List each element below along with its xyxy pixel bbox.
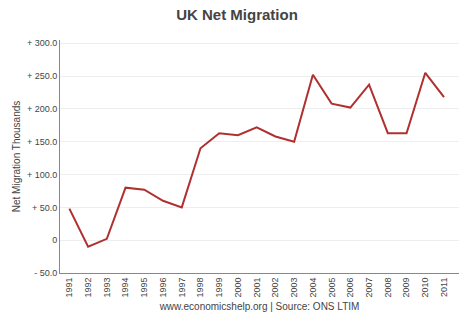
svg-text:- 50.0: - 50.0	[34, 268, 57, 278]
svg-text:2003: 2003	[289, 278, 299, 298]
svg-text:+ 150.0: + 150.0	[27, 137, 57, 147]
svg-text:1994: 1994	[120, 278, 130, 298]
svg-text:2005: 2005	[327, 278, 337, 298]
svg-text:2008: 2008	[383, 278, 393, 298]
svg-text:+ 100.0: + 100.0	[27, 170, 57, 180]
svg-text:2006: 2006	[345, 278, 355, 298]
svg-text:0: 0	[52, 235, 57, 245]
svg-text:www.economicshelp.org | Source: www.economicshelp.org | Source: ONS LTIM	[159, 301, 360, 312]
svg-text:1991: 1991	[64, 278, 74, 298]
svg-text:1999: 1999	[214, 278, 224, 298]
svg-text:2010: 2010	[420, 278, 430, 298]
svg-text:+ 200.0: + 200.0	[27, 104, 57, 114]
svg-text:2001: 2001	[252, 278, 262, 298]
svg-text:UK Net Migration: UK Net Migration	[176, 6, 298, 23]
svg-text:2007: 2007	[364, 278, 374, 298]
svg-text:2000: 2000	[233, 278, 243, 298]
svg-text:2011: 2011	[439, 278, 449, 297]
svg-text:1996: 1996	[158, 278, 168, 298]
svg-text:+ 250.0: + 250.0	[27, 71, 57, 81]
svg-text:2004: 2004	[308, 278, 318, 298]
svg-text:+ 300.0: + 300.0	[27, 38, 57, 48]
svg-text:1995: 1995	[139, 278, 149, 298]
svg-text:+ 50.0: + 50.0	[32, 203, 57, 213]
svg-text:1997: 1997	[177, 278, 187, 298]
svg-text:1993: 1993	[102, 278, 112, 298]
svg-text:1992: 1992	[83, 278, 93, 298]
svg-text:Net Migration Thousands: Net Migration Thousands	[11, 101, 22, 213]
svg-text:1998: 1998	[195, 278, 205, 298]
svg-text:2002: 2002	[270, 278, 280, 298]
svg-text:2009: 2009	[401, 278, 411, 298]
